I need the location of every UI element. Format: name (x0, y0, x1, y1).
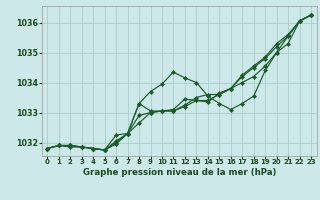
X-axis label: Graphe pression niveau de la mer (hPa): Graphe pression niveau de la mer (hPa) (83, 168, 276, 177)
